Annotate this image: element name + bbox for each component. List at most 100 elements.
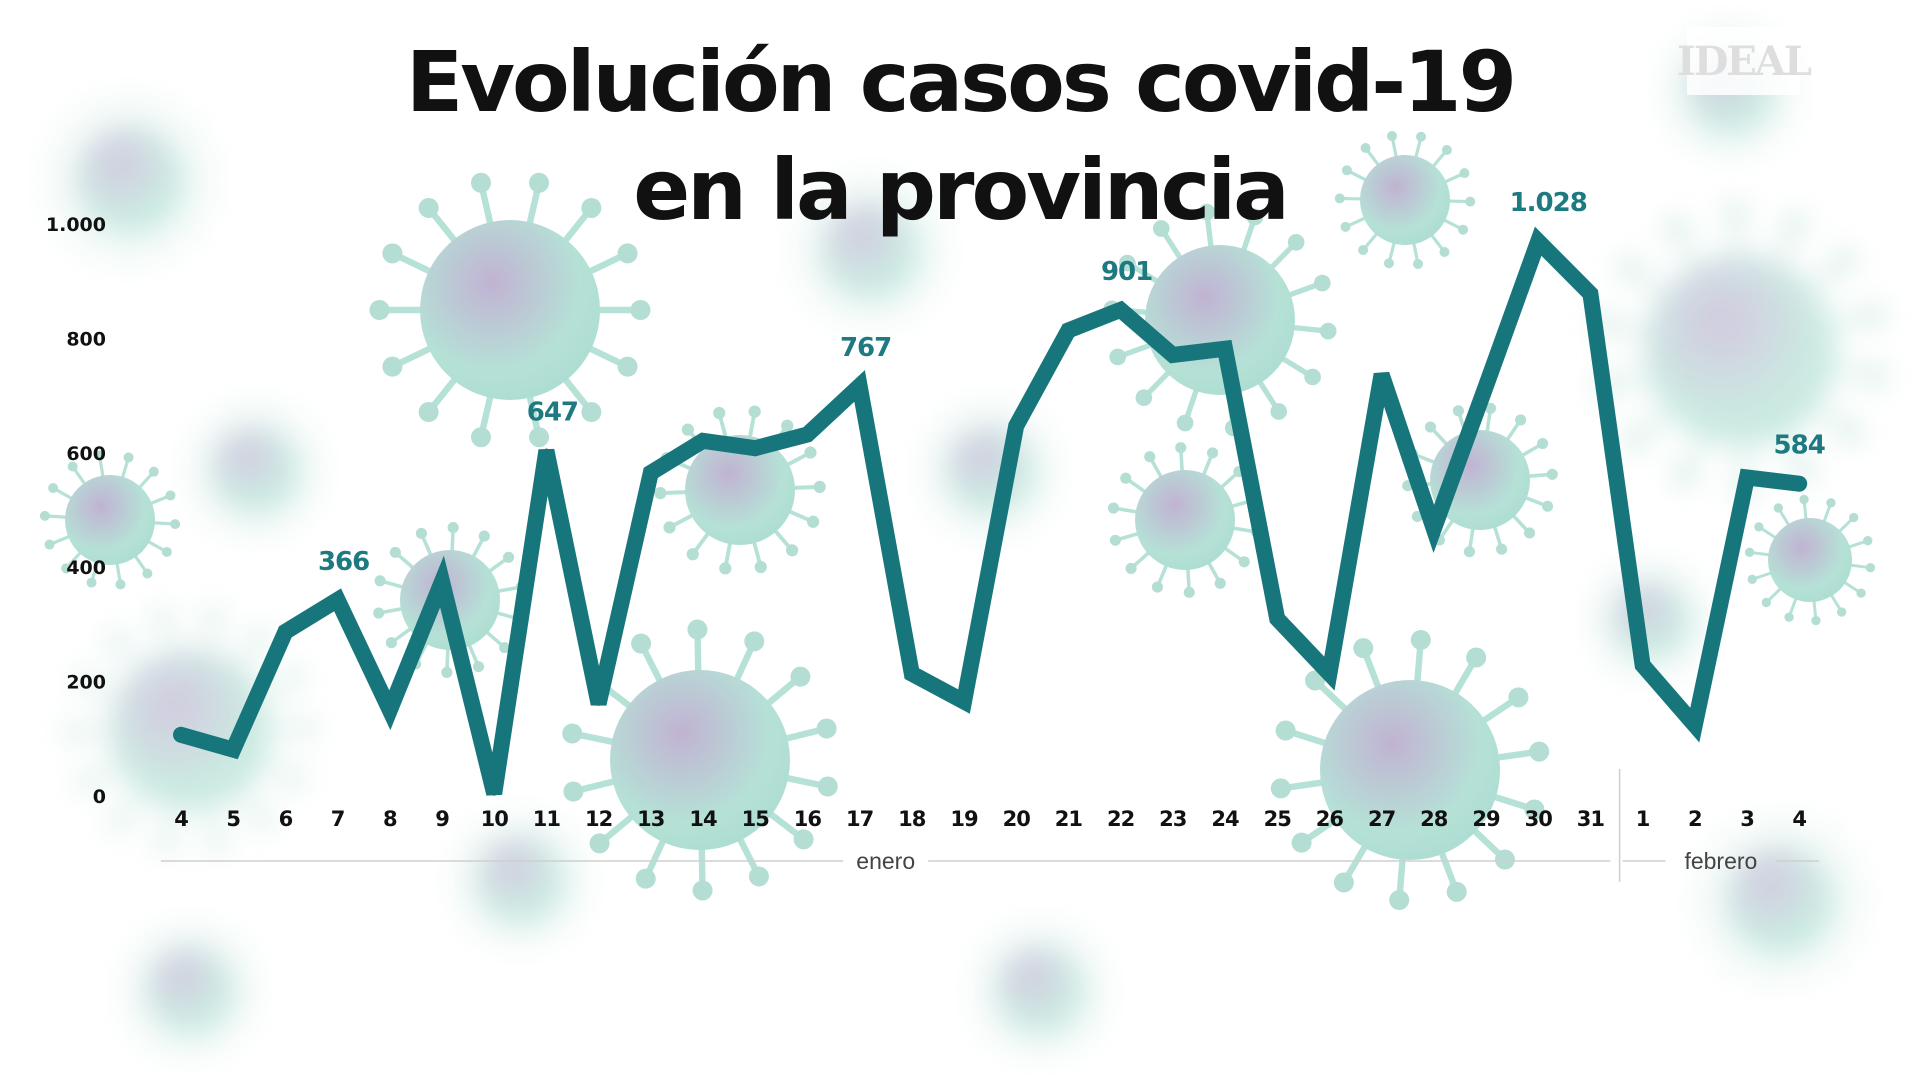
series-line-casos [173, 226, 1808, 796]
data-point-27 [1588, 291, 1593, 296]
data-point-29 [1692, 723, 1697, 728]
data-label: 901 [1101, 257, 1152, 287]
x-tick-label: 24 [1211, 807, 1239, 831]
x-tick-label: 16 [794, 807, 822, 831]
data-label: 767 [840, 333, 891, 363]
data-point-19 [1170, 352, 1175, 357]
data-point-16 [1014, 423, 1019, 428]
virus-icon [450, 809, 590, 951]
virus-icon [1107, 442, 1263, 598]
virus-icon [185, 400, 325, 540]
data-label: 366 [318, 547, 369, 577]
x-tick-label: 29 [1472, 807, 1500, 831]
x-tick-label: 4 [1792, 807, 1806, 831]
x-tick-label: 28 [1420, 807, 1448, 831]
virus-icon [1594, 201, 1886, 499]
data-point-6 [492, 791, 497, 796]
virus-icon [792, 172, 948, 328]
x-tick-label: 19 [950, 807, 978, 831]
virus-icon [119, 920, 261, 1060]
logo-text: IDEAL [1676, 37, 1812, 85]
x-tick-label: 2 [1688, 807, 1702, 831]
x-tick-label: 26 [1316, 807, 1344, 831]
x-tick-label: 11 [533, 807, 561, 831]
data-point-25 [1484, 383, 1488, 388]
data-label: 647 [527, 398, 578, 428]
data-point-8 [596, 701, 601, 706]
x-tick-label: 4 [174, 807, 188, 831]
data-point-23 [1379, 372, 1384, 377]
x-tick-label: 22 [1107, 807, 1134, 831]
month-axis: enero febrero [161, 769, 1820, 882]
data-point-15 [962, 699, 966, 704]
x-tick-label: 5 [226, 807, 240, 831]
y-axis: 0 200 400 600 800 1.000 [46, 214, 106, 808]
x-tick-label: 10 [481, 807, 509, 831]
data-point-17 [1066, 328, 1071, 333]
month-label-enero: enero [856, 848, 915, 874]
data-label: 1.028 [1510, 188, 1587, 218]
y-tick-label: 400 [66, 557, 106, 579]
data-point-9 [648, 470, 653, 475]
data-point-18 [1118, 307, 1123, 312]
x-tick-label: 23 [1159, 807, 1186, 831]
virus-icon [1694, 815, 1866, 985]
data-point-12 [805, 432, 810, 437]
data-point-26 [1536, 239, 1541, 244]
chart-title-line1: Evolución casos covid-19 [405, 33, 1517, 131]
data-point-10 [701, 438, 705, 443]
x-tick-label: 13 [637, 807, 664, 831]
data-point-7 [544, 448, 549, 453]
x-tick-label: 30 [1525, 807, 1553, 831]
data-point-21 [1275, 616, 1280, 621]
x-axis: 4 5 6 7 8 9 10 11 12 13 14 15 16 17 18 19 20 21 22 23 24 25 26… [174, 807, 1807, 831]
data-point-22 [1327, 671, 1332, 676]
virus-icon [1744, 494, 1876, 626]
x-tick-label: 7 [331, 807, 345, 831]
x-tick-label: 6 [279, 807, 293, 831]
data-point-30 [1745, 475, 1749, 480]
y-tick-label: 200 [66, 672, 106, 694]
virus-icon [46, 94, 214, 266]
x-tick-label: 9 [435, 807, 449, 831]
virus-icon [1334, 131, 1476, 269]
virus-icon [970, 919, 1110, 1061]
virus-icon [562, 619, 838, 901]
data-label: 584 [1774, 431, 1825, 461]
x-tick-label: 12 [585, 807, 612, 831]
data-point-14 [909, 671, 914, 676]
x-tick-label: 25 [1264, 807, 1292, 831]
x-tick-label: 8 [383, 807, 397, 831]
x-tick-label: 3 [1740, 807, 1754, 831]
data-point-28 [1640, 663, 1645, 668]
data-point-20 [1223, 346, 1227, 351]
virus-icon [369, 172, 651, 448]
chart-title-line2: en la provincia [633, 141, 1290, 239]
data-points [179, 239, 1802, 796]
x-tick-label: 18 [898, 807, 926, 831]
x-tick-label: 14 [689, 807, 717, 831]
ideal-logo: IDEAL [1677, 27, 1812, 95]
x-tick-label: 15 [742, 807, 770, 831]
data-point-0 [179, 732, 183, 737]
data-point-13 [857, 383, 862, 388]
virus-icon [654, 405, 826, 575]
data-point-11 [753, 446, 758, 451]
data-point-1 [231, 747, 236, 752]
x-tick-label: 20 [1003, 807, 1031, 831]
data-point-24 [1431, 526, 1436, 531]
x-tick-label: 27 [1368, 807, 1395, 831]
y-tick-label: 800 [66, 328, 106, 350]
x-tick-label: 1 [1636, 807, 1650, 831]
data-point-3 [335, 597, 340, 602]
y-tick-label: 1.000 [46, 214, 106, 236]
x-tick-label: 17 [846, 807, 873, 831]
virus-icon [1270, 629, 1550, 911]
y-tick-label: 0 [93, 786, 106, 808]
data-point-31 [1797, 481, 1802, 486]
virus-icon [39, 450, 181, 590]
data-point-2 [283, 629, 288, 634]
x-tick-label: 31 [1577, 807, 1605, 831]
data-point-5 [440, 579, 444, 584]
